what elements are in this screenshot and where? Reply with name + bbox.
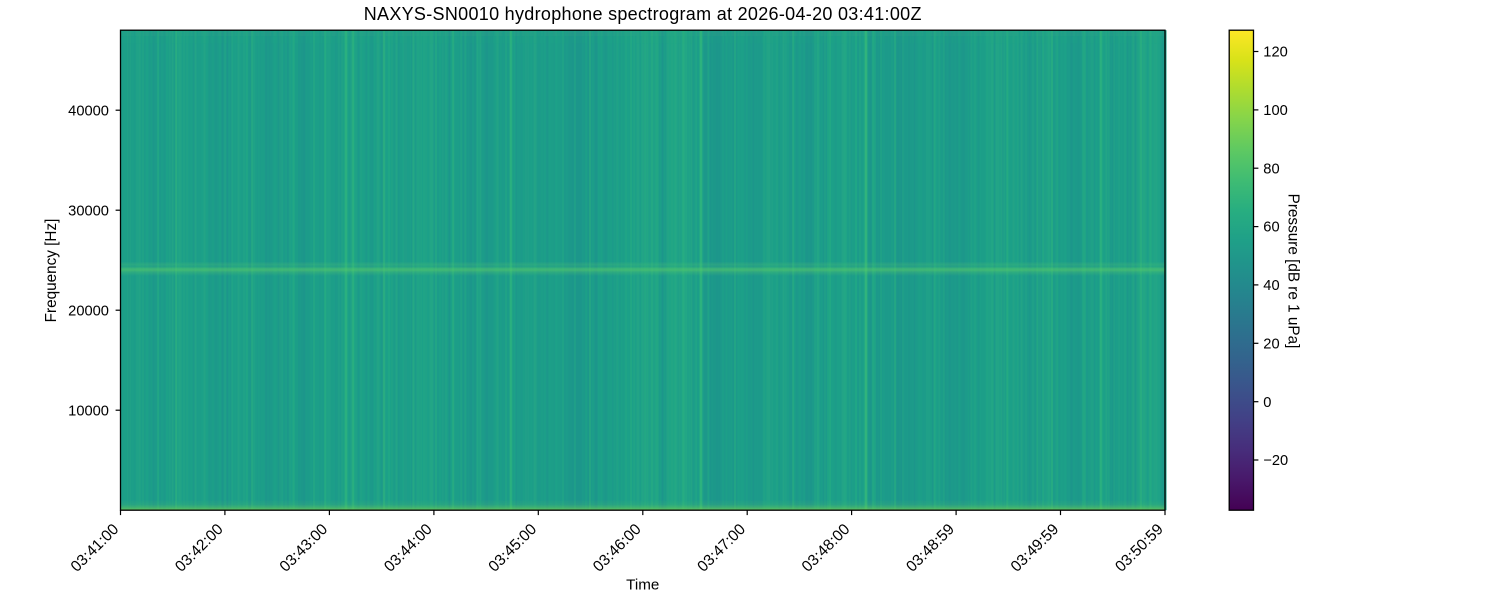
svg-text:20000: 20000 [68, 303, 109, 319]
svg-text:Time: Time [626, 577, 659, 594]
svg-text:60: 60 [1263, 220, 1279, 236]
svg-text:Frequency [Hz]: Frequency [Hz] [43, 219, 60, 323]
svg-text:−20: −20 [1263, 453, 1288, 469]
svg-text:Pressure [dB re 1 uPa]: Pressure [dB re 1 uPa] [1285, 194, 1302, 349]
svg-text:100: 100 [1263, 103, 1287, 119]
svg-text:0: 0 [1263, 395, 1271, 411]
svg-text:NAXYS-SN0010 hydrophone spectr: NAXYS-SN0010 hydrophone spectrogram at 2… [364, 4, 922, 24]
svg-text:30000: 30000 [68, 203, 109, 219]
svg-text:10000: 10000 [68, 403, 109, 419]
svg-text:40: 40 [1263, 278, 1279, 294]
svg-text:20: 20 [1263, 336, 1279, 352]
svg-text:40000: 40000 [68, 103, 109, 119]
svg-text:120: 120 [1263, 45, 1287, 61]
svg-text:80: 80 [1263, 161, 1279, 177]
